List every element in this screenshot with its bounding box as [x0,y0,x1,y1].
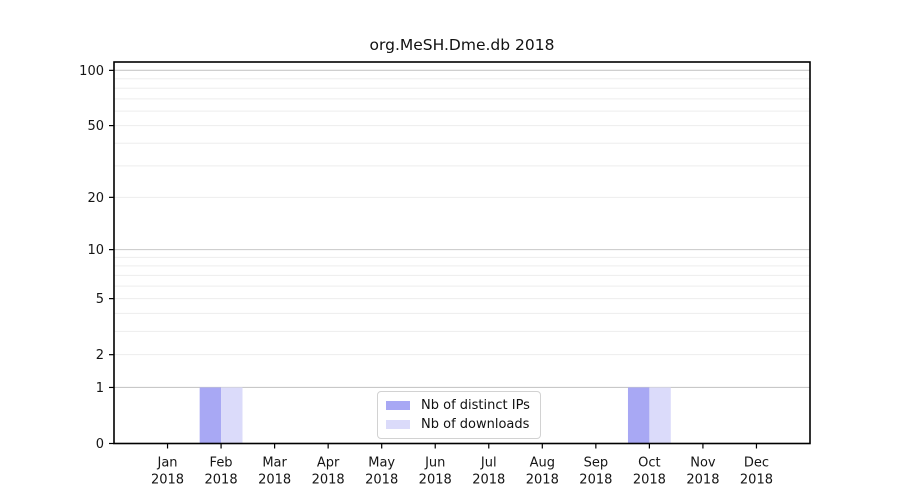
svg-text:Sep: Sep [584,456,609,471]
svg-text:Aug: Aug [530,456,555,471]
bars [199,387,671,444]
legend-item: Nb of downloads [386,418,530,431]
svg-text:2018: 2018 [419,473,452,488]
svg-text:May: May [368,456,395,471]
svg-text:20: 20 [87,191,104,206]
legend: Nb of distinct IPs Nb of downloads [377,391,541,439]
svg-text:Jan: Jan [157,456,178,471]
legend-swatch-distinct-ips [386,401,410,410]
svg-text:2018: 2018 [633,473,666,488]
svg-text:2018: 2018 [312,473,345,488]
svg-text:2018: 2018 [686,473,719,488]
svg-text:Jun: Jun [424,456,445,471]
plot-border [113,61,811,445]
svg-text:1: 1 [96,381,104,396]
svg-text:Nov: Nov [690,456,716,471]
svg-text:2018: 2018 [205,473,238,488]
svg-text:50: 50 [87,119,104,134]
legend-swatch-downloads [386,420,410,429]
chart-title: org.MeSH.Dme.db 2018 [369,36,555,54]
svg-text:Apr: Apr [317,456,340,471]
svg-text:2018: 2018 [151,473,184,488]
svg-text:2018: 2018 [258,473,291,488]
grid-lines [114,69,810,389]
svg-text:10: 10 [87,243,104,258]
svg-text:5: 5 [96,292,104,307]
svg-text:2018: 2018 [740,473,773,488]
svg-text:Dec: Dec [744,456,769,471]
svg-text:0: 0 [96,437,104,452]
svg-text:Oct: Oct [638,456,660,471]
svg-text:Mar: Mar [262,456,287,471]
svg-text:100: 100 [79,64,104,79]
svg-text:2018: 2018 [579,473,612,488]
svg-text:Feb: Feb [210,456,233,471]
svg-text:2018: 2018 [365,473,398,488]
svg-text:2018: 2018 [472,473,505,488]
svg-text:2018: 2018 [526,473,559,488]
svg-text:2: 2 [96,348,104,363]
legend-label-downloads: Nb of downloads [421,417,530,432]
x-axis: Jan 2018 Feb 2018 Mar 2018 Apr 2018 May 2018 Jun 20… [151,443,773,488]
y-axis: 0 1 2 5 10 20 50 100 [79,64,114,452]
legend-label-distinct-ips: Nb of distinct IPs [421,398,530,413]
legend-item: Nb of distinct IPs [386,399,530,412]
svg-text:Jul: Jul [480,456,497,471]
